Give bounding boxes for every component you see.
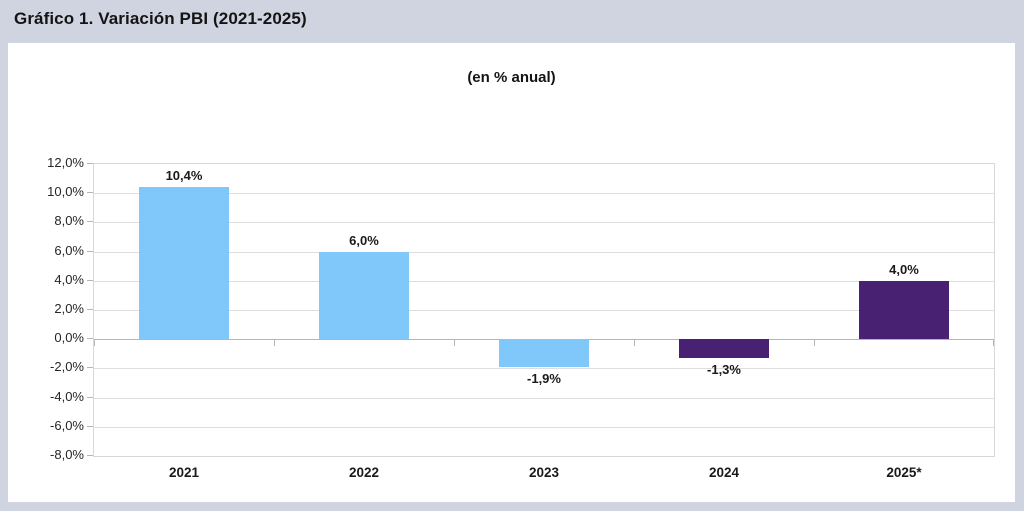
x-axis-category-label: 2025*	[886, 465, 922, 480]
bar-2023	[499, 339, 589, 367]
bar-2021	[139, 187, 229, 340]
y-axis-tick-mark	[87, 163, 93, 164]
bar-2022	[319, 251, 409, 340]
bar-value-label: -1,9%	[527, 370, 561, 386]
category-tick-mark	[634, 339, 635, 347]
y-axis-tick-label: -2,0%	[50, 359, 84, 375]
y-axis-tick-label: 4,0%	[54, 271, 84, 287]
category-tick-mark	[274, 339, 275, 347]
category-tick-mark	[94, 339, 95, 347]
y-axis-tick-label: -4,0%	[50, 388, 84, 404]
y-gridline	[94, 426, 994, 428]
y-axis-tick-label: 10,0%	[47, 184, 84, 200]
y-axis-tick-mark	[87, 309, 93, 310]
y-gridline	[94, 310, 994, 311]
y-axis-tick-mark	[87, 250, 93, 252]
x-axis-category-label: 2022	[348, 465, 380, 480]
category-tick-mark	[993, 339, 994, 347]
category-tick-mark	[814, 339, 815, 347]
y-axis-tick-label: 8,0%	[54, 213, 84, 229]
y-axis-tick-mark	[87, 192, 93, 194]
bar-value-label: 6,0%	[349, 232, 379, 248]
y-axis-tick-mark	[87, 221, 93, 223]
y-gridline	[94, 280, 994, 282]
y-axis-tick-label: 12,0%	[47, 155, 84, 170]
y-gridline	[94, 222, 994, 224]
y-axis-tick-mark	[87, 279, 93, 281]
y-gridline	[94, 193, 994, 195]
y-gridline	[94, 368, 994, 370]
y-axis-tick-label: 2,0%	[54, 301, 84, 316]
y-axis-tick-mark	[87, 425, 93, 427]
y-axis-tick-label: 6,0%	[54, 242, 84, 258]
y-axis-tick-label: -6,0%	[50, 417, 84, 433]
y-axis-tick-mark	[87, 396, 93, 398]
y-axis-tick-label: -8,0%	[50, 447, 84, 462]
bar-value-label: 10,4%	[165, 168, 203, 184]
x-axis-category-label: 2021	[168, 465, 200, 480]
bar-2024	[679, 339, 769, 359]
chart-heading: Gráfico 1. Variación PBI (2021-2025)	[14, 9, 307, 28]
y-axis-tick-mark	[87, 455, 93, 456]
y-axis-tick-mark	[87, 367, 93, 369]
y-gridline	[94, 397, 994, 399]
chart-subtitle: (en % anual)	[467, 69, 556, 86]
x-axis-category-label: 2024	[708, 465, 740, 480]
chart-card: (en % anual) 10,4% 2021 6,0% 2022 -1,9% 2023 -…	[8, 43, 1015, 502]
y-gridline	[94, 251, 994, 253]
bar-value-label: -1,3%	[707, 362, 741, 378]
bar-2025*	[859, 280, 949, 340]
bar-value-label: 4,0%	[889, 261, 919, 277]
x-axis-category-label: 2023	[528, 465, 560, 480]
category-tick-mark	[454, 339, 455, 347]
plot-area: 10,4% 2021 6,0% 2022 -1,9% 2023 -1,3% 2024 4,0% 2…	[93, 163, 995, 480]
y-axis-tick-mark	[87, 338, 93, 340]
y-axis-tick-label: 0,0%	[54, 330, 84, 346]
